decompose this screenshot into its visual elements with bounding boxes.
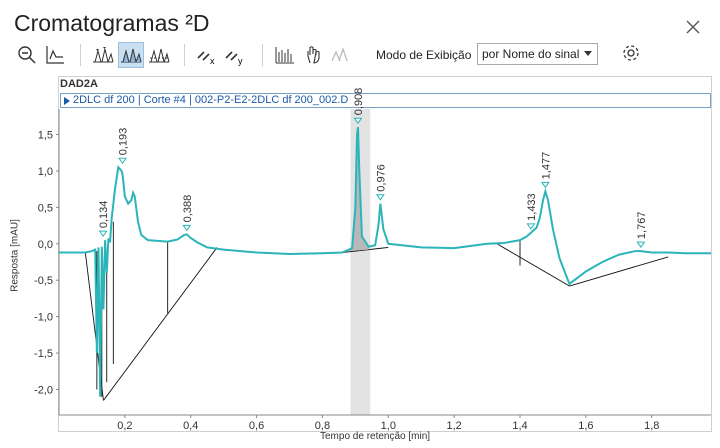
play-icon (64, 97, 70, 105)
close-icon[interactable] (682, 16, 704, 38)
x-tick-label: 0,6 (249, 420, 264, 432)
peak-label: 0,134 (98, 201, 110, 229)
peak-marker (540, 181, 550, 189)
plot-frame (58, 76, 712, 432)
peak-label: 0,193 (118, 128, 130, 156)
peak-label: 1,433 (526, 193, 538, 221)
plot-title: DAD2A (60, 78, 98, 90)
unlink-x-icon[interactable]: x (194, 42, 220, 68)
display-mode-label: Modo de Exibição (376, 48, 472, 62)
peak-label: 1,767 (636, 212, 648, 240)
signal-name: 2DLC df 200 | Corte #4 | 002-P2-E2-2DLC … (73, 94, 349, 106)
peaks-view-3-icon[interactable] (146, 42, 172, 68)
toolbar-separator (262, 44, 263, 66)
x-tick-label: 0,2 (117, 420, 132, 432)
y-tick-label: 0,5 (38, 202, 53, 214)
toolbar-separator (80, 44, 81, 66)
signal-bars-icon[interactable] (272, 42, 298, 68)
unlink-y-icon[interactable]: y (222, 42, 248, 68)
x-tick-label: 1,8 (644, 420, 659, 432)
y-tick-label: -1,0 (34, 312, 53, 324)
x-axis-label: Tempo de retenção [min] (320, 431, 431, 442)
peak-label: 0,976 (375, 164, 387, 192)
integration-baseline (342, 246, 389, 253)
peak-marker (375, 194, 385, 201)
x-tick-label: 1,0 (381, 420, 396, 432)
highlight-band (350, 109, 371, 415)
svg-text:x: x (210, 56, 215, 66)
window-title: Cromatogramas ²D (14, 10, 210, 36)
x-tick-label: 1,4 (512, 420, 527, 432)
display-mode-select[interactable]: por Nome do sinal (477, 43, 598, 65)
y-tick-label: -2,0 (34, 385, 53, 397)
peaks-view-1-icon[interactable] (90, 42, 116, 68)
integration-baseline (569, 256, 669, 287)
y-axis-label: Resposta [mAU] (9, 219, 21, 292)
peak-edit-icon[interactable] (42, 42, 68, 68)
peak-label: 0,908 (353, 88, 365, 116)
svg-text:y: y (238, 56, 243, 66)
peak-marker (98, 230, 108, 238)
y-tick-label: -1,5 (34, 348, 53, 360)
x-tick-label: 0,4 (183, 420, 198, 432)
y-tick-label: 1,5 (38, 130, 53, 142)
signal-line (59, 127, 711, 397)
toolbar-separator (184, 44, 185, 66)
chevron-down-icon (584, 51, 592, 56)
display-mode-value: por Nome do sinal (482, 47, 580, 61)
hand-pan-icon[interactable] (300, 42, 326, 68)
peak-label: 1,477 (540, 152, 552, 180)
peak-label: 0,388 (182, 195, 194, 223)
peak-marker (353, 117, 363, 125)
zoom-out-icon[interactable] (14, 42, 40, 68)
peak-marker (182, 224, 192, 232)
peak-marker (636, 241, 646, 248)
x-tick-label: 1,2 (447, 420, 462, 432)
overlay-peaks-icon[interactable] (328, 42, 354, 68)
x-tick-label: 0,8 (315, 420, 330, 432)
y-tick-label: 0,0 (38, 239, 53, 251)
gear-icon[interactable] (620, 42, 642, 64)
peak-marker (526, 223, 536, 230)
peak-marker (118, 157, 128, 165)
y-tick-label: 1,0 (38, 166, 53, 178)
integration-baseline (496, 243, 570, 287)
peaks-view-2-icon[interactable] (118, 42, 144, 68)
selected-peak-area (348, 127, 369, 252)
x-tick-label: 1,6 (578, 420, 593, 432)
integration-baseline (103, 247, 218, 401)
signal-selector[interactable]: 2DLC df 200 | Corte #4 | 002-P2-E2-2DLC … (60, 93, 711, 108)
y-tick-label: -0,5 (34, 275, 53, 287)
